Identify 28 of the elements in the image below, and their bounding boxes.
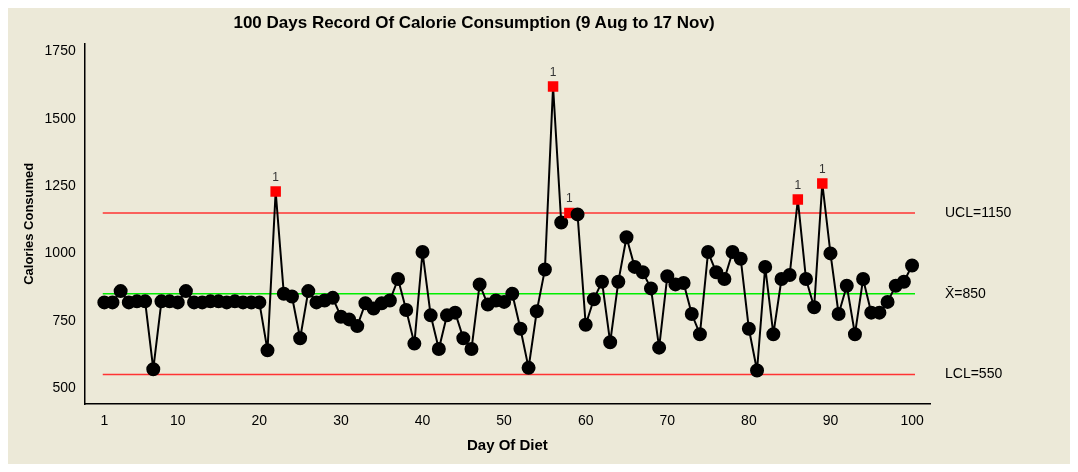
annotation: 1 <box>272 169 280 184</box>
y-axis-title: Calories Consumed <box>21 162 37 285</box>
x-tick-label: 80 <box>741 412 757 429</box>
x-axis-title: Day Of Diet <box>466 436 548 454</box>
chart-title: 100 Days Record Of Calorie Consumption (9 Aug to 17 Nov) <box>233 12 715 32</box>
x-tick-label: 1 <box>100 412 109 429</box>
ref-line-label: X̄=850 <box>945 284 987 301</box>
x-tick-label: 40 <box>414 412 431 429</box>
y-tick-label: 1750 <box>44 42 76 59</box>
x-tick-label: 100 <box>900 412 924 429</box>
annotation: 1 <box>818 161 826 176</box>
ref-line-label: UCL=1150 <box>945 203 1012 220</box>
ref-line-label: LCL=550 <box>945 365 1003 382</box>
x-tick-label: 30 <box>333 412 349 429</box>
x-tick-label: 90 <box>822 412 839 429</box>
annotation: 1 <box>549 64 557 79</box>
x-tick-label: 60 <box>577 412 594 429</box>
x-tick-label: 50 <box>496 412 513 429</box>
y-tick-label: 1000 <box>44 244 76 261</box>
x-tick-label: 70 <box>659 412 676 429</box>
y-tick-label: 1250 <box>44 176 76 193</box>
y-tick-label: 750 <box>52 311 76 328</box>
x-tick-label: 10 <box>169 412 186 429</box>
y-tick-label: 500 <box>52 378 76 395</box>
x-tick-label: 20 <box>251 412 268 429</box>
y-tick-label: 1500 <box>44 109 76 126</box>
annotation: 1 <box>794 177 802 192</box>
annotation: 1 <box>566 191 574 206</box>
